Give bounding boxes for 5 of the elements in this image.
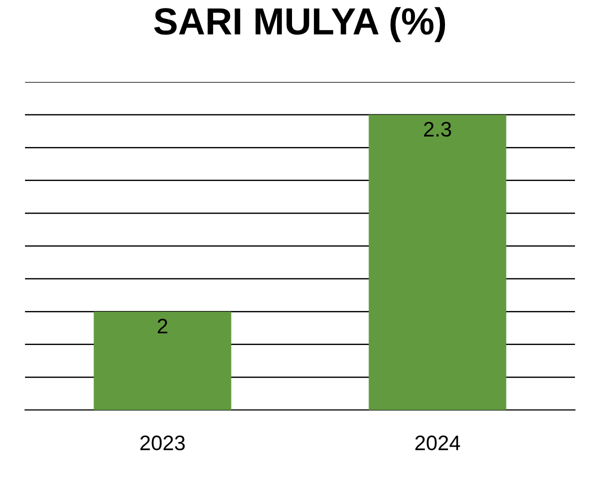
data-label: 2: [158, 318, 168, 334]
data-label: 2.3: [424, 122, 452, 137]
x-tick-label: 2024: [415, 436, 460, 450]
chart-title: SARI MULYA (%): [154, 7, 446, 42]
x-tick-label: 2023: [140, 436, 185, 450]
